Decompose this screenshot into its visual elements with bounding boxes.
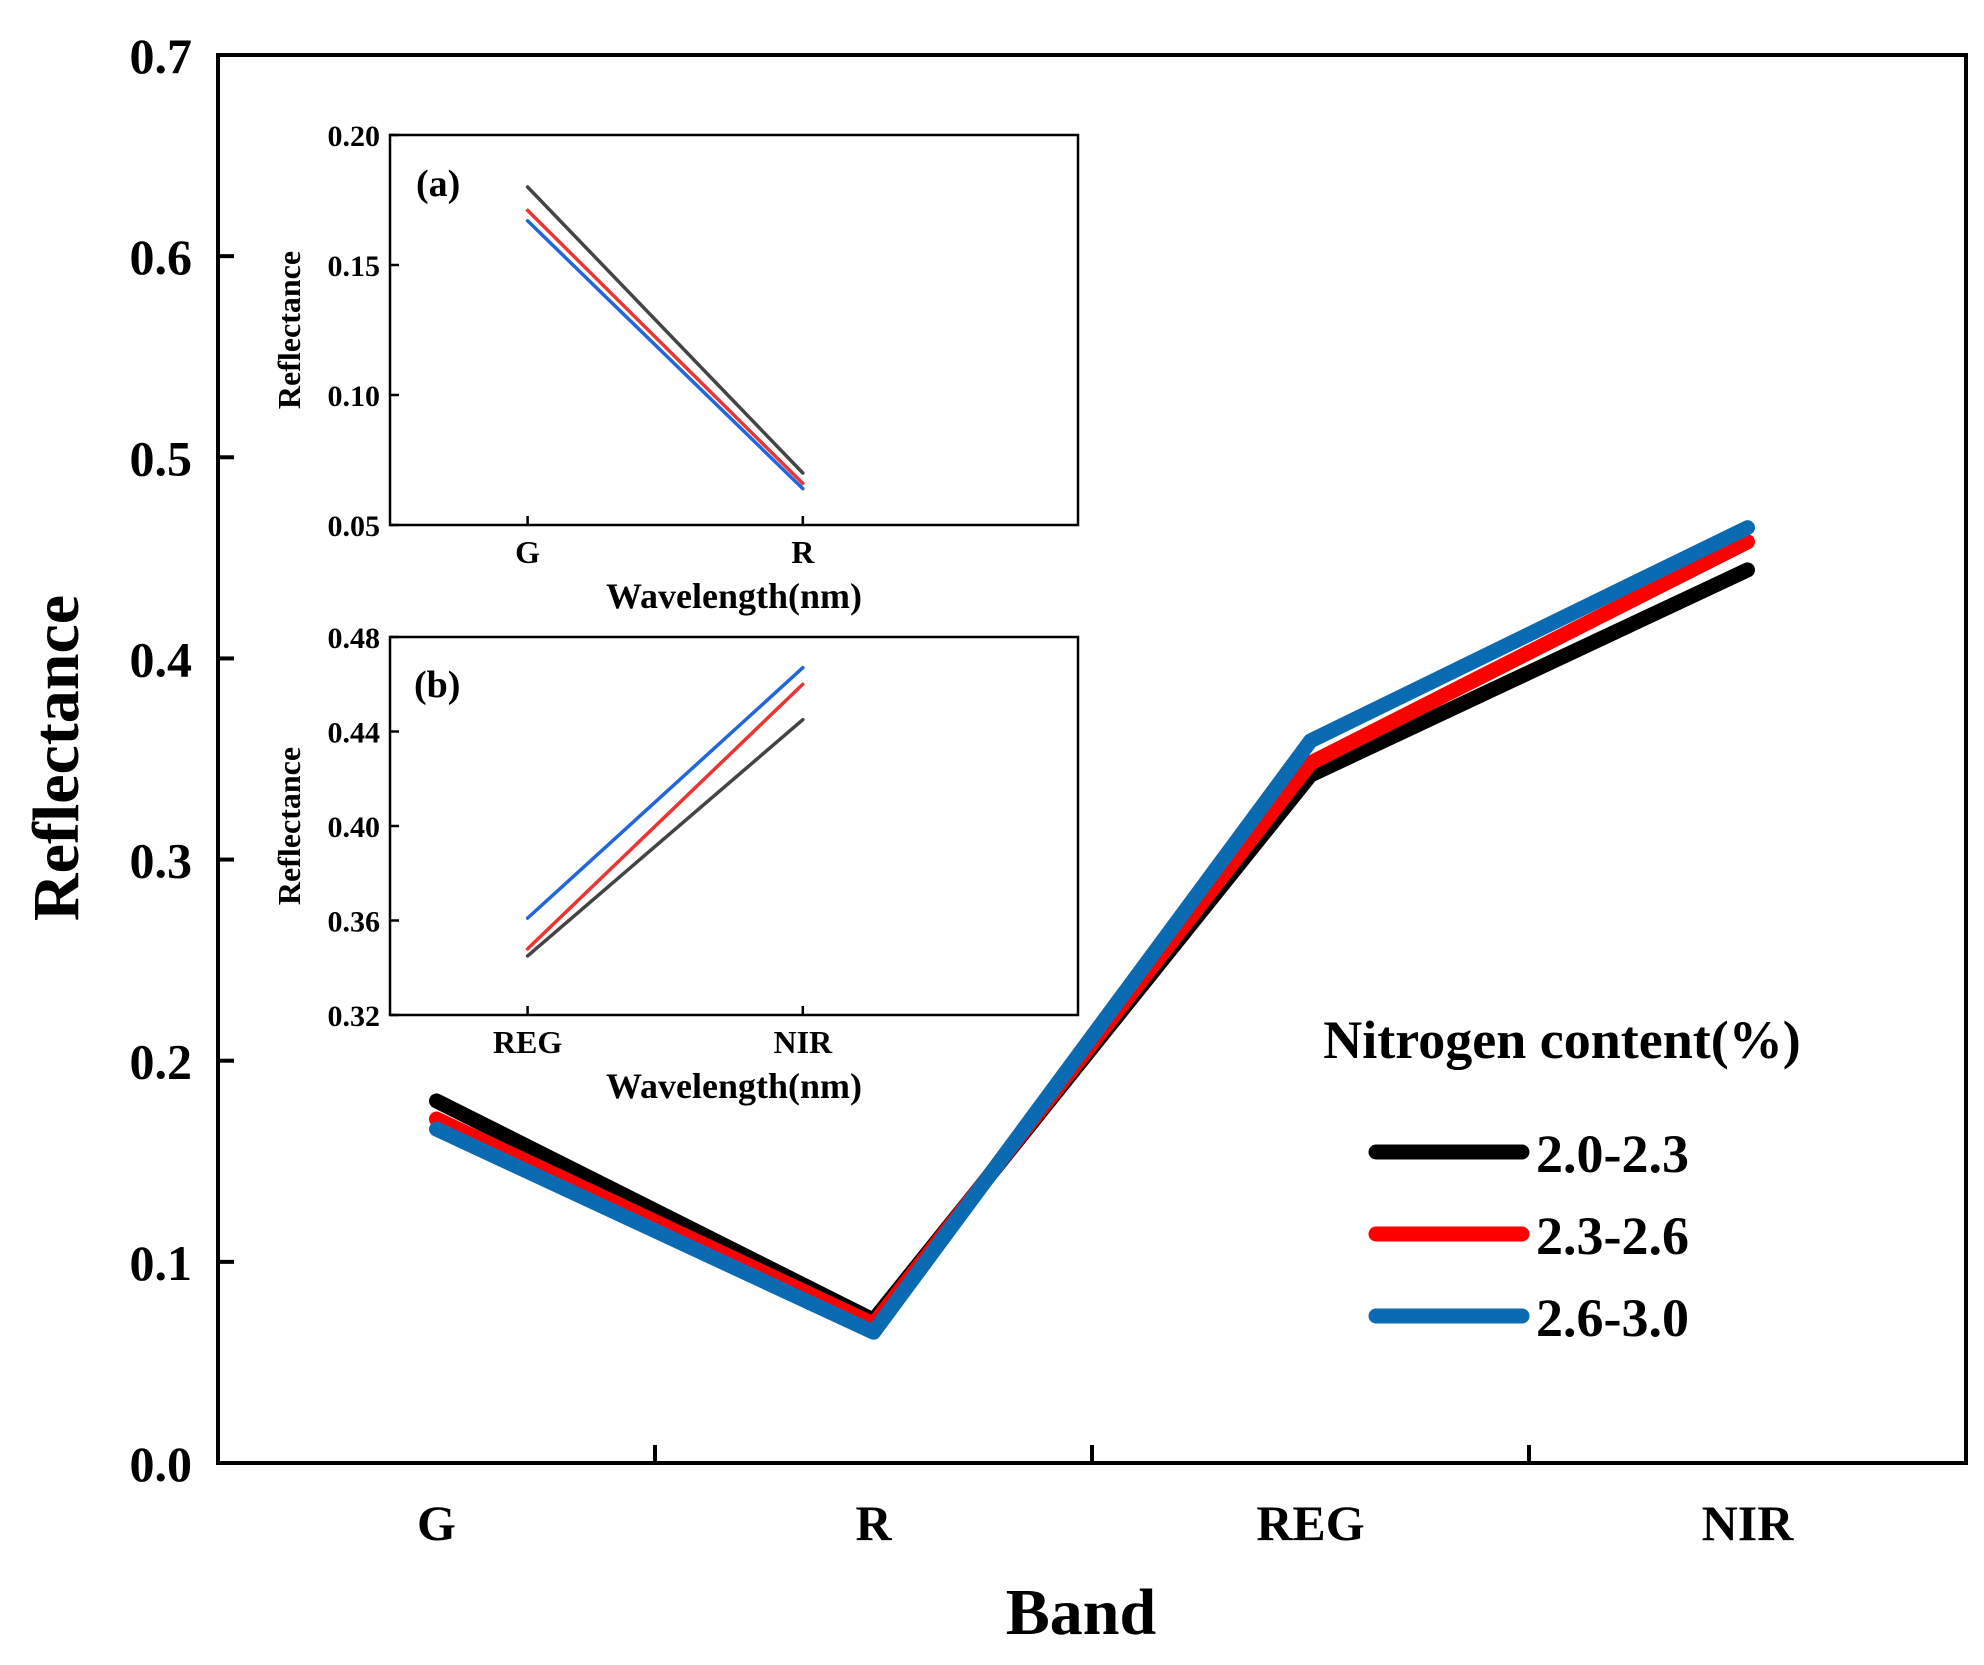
main-y-tick-label: 0.4	[130, 631, 193, 687]
insetb-x-tick-label: NIR	[773, 1024, 833, 1060]
inset-a-x-axis-label: Wavelength(nm)	[606, 576, 862, 616]
main-y-axis: 0.0 0.1 0.2 0.3 0.4 0.5 0.6 0.7	[130, 28, 234, 1492]
main-x-tick-label: R	[855, 1495, 892, 1551]
inseta-series-line-2.0-2.3	[525, 185, 805, 475]
insetb-y-tick-label: 0.48	[328, 622, 381, 655]
inseta-y-tick-label: 0.05	[328, 510, 381, 543]
legend-title: Nitrogen content(%)	[1323, 1010, 1800, 1070]
insetb-series-line-2.6-3.0	[525, 665, 805, 920]
main-x-axis-label: Band	[1006, 1576, 1156, 1649]
legend-label-2.3-2.6: 2.3-2.6	[1536, 1206, 1689, 1266]
inset-a-y-axis: 0.05 0.10 0.15 0.20	[328, 120, 399, 543]
insetb-y-tick-label: 0.40	[328, 811, 381, 844]
main-x-tick-label: REG	[1256, 1495, 1364, 1551]
legend-label-2.6-3.0: 2.6-3.0	[1536, 1288, 1689, 1348]
inset-a-y-axis-label: Reflectance	[271, 251, 307, 409]
main-y-tick-label: 0.3	[130, 833, 193, 889]
main-y-tick-label: 0.0	[130, 1436, 193, 1492]
legend-label-2.0-2.3: 2.0-2.3	[1536, 1124, 1689, 1184]
main-y-tick-label: 0.7	[130, 28, 193, 84]
main-y-axis-label: Reflectance	[20, 595, 93, 921]
inseta-y-tick-label: 0.15	[328, 250, 381, 283]
inseta-series-line-2.6-3.0	[525, 219, 805, 491]
inset-a-series-layer	[525, 185, 805, 491]
inset-b-x-axis: REG NIR	[493, 1006, 833, 1060]
insetb-y-tick-label: 0.32	[328, 1000, 381, 1033]
inset-b-y-axis: 0.32 0.36 0.40 0.44 0.48	[328, 622, 399, 1033]
inset-a-panel-label: (a)	[416, 163, 460, 205]
main-x-axis: G R REG NIR	[417, 1445, 1794, 1551]
main-y-tick-label: 0.5	[130, 430, 193, 486]
inset-a-frame	[388, 133, 1080, 527]
inseta-series-line-2.3-2.6	[525, 208, 805, 486]
inseta-x-tick-label: R	[791, 534, 815, 570]
legend: Nitrogen content(%) 2.0-2.3 2.3-2.6 2.6-3.…	[1323, 1010, 1800, 1348]
insetb-series-line-2.0-2.3	[525, 717, 805, 958]
insetb-y-tick-label: 0.36	[328, 906, 381, 939]
main-series-layer	[429, 520, 1755, 1340]
inseta-y-tick-label: 0.20	[328, 120, 381, 153]
insetb-x-tick-label: REG	[493, 1024, 562, 1060]
main-series-line-2.6-3.0	[429, 520, 1755, 1340]
inseta-y-tick-label: 0.10	[328, 380, 381, 413]
main-y-tick-label: 0.2	[130, 1034, 193, 1090]
inseta-x-tick-label: G	[515, 534, 540, 570]
main-x-tick-label: NIR	[1702, 1495, 1795, 1551]
inset-b-background	[390, 637, 1078, 1015]
inset-b-x-axis-label: Wavelength(nm)	[606, 1066, 862, 1106]
main-plot: 0.00.10.20.30.40.50.60.7 G R REG NIR Band R…	[20, 28, 1968, 1649]
inset-b-series-layer	[525, 665, 805, 958]
insetb-series-line-2.3-2.6	[525, 682, 805, 951]
insetb-y-tick-label: 0.44	[328, 717, 381, 750]
inset-b-y-axis-label: Reflectance	[271, 747, 307, 905]
inset-a-background	[390, 135, 1078, 525]
main-y-tick-label: 0.1	[130, 1235, 193, 1291]
main-x-tick-label: G	[417, 1495, 456, 1551]
inset-b: 0.32 0.36 0.40 0.44 0.48 REG NIR (b) Waveleng…	[271, 622, 1080, 1106]
inset-b-panel-label: (b)	[414, 664, 460, 706]
main-y-tick-label: 0.6	[130, 229, 193, 285]
